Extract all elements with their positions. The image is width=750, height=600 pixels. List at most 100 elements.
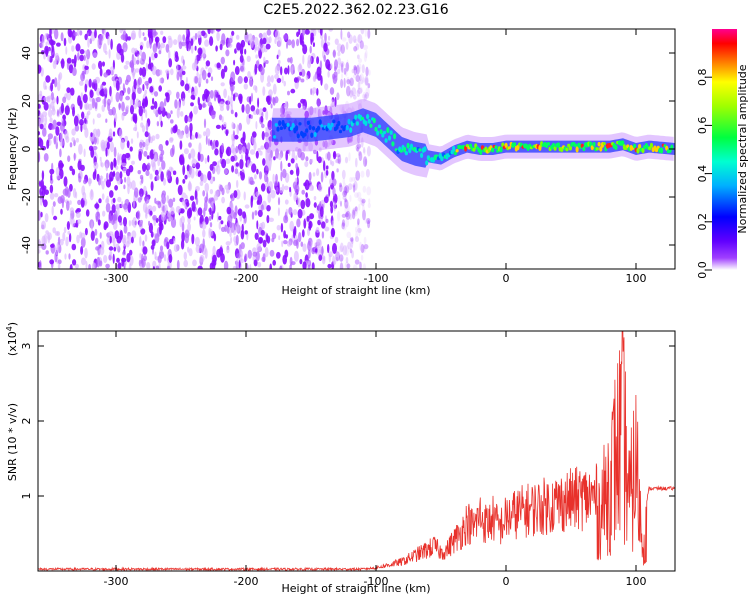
speckle — [310, 32, 314, 38]
speckle — [49, 117, 53, 123]
speckle — [305, 156, 309, 162]
speckle — [135, 68, 140, 73]
speckle — [71, 58, 75, 64]
speckle — [318, 147, 322, 152]
speckle — [51, 40, 56, 46]
speckle — [158, 50, 162, 55]
speckle — [227, 214, 233, 224]
speckle — [346, 76, 350, 83]
speckle — [247, 249, 252, 259]
speckle — [60, 102, 65, 114]
x-tick-label: -300 — [104, 575, 129, 588]
speckle — [351, 87, 357, 97]
speckle — [243, 191, 246, 201]
speckle — [211, 201, 214, 212]
speckle — [320, 38, 324, 48]
speckle — [223, 88, 228, 99]
speckle — [113, 157, 117, 167]
speckle — [149, 37, 152, 49]
speckle — [155, 200, 161, 205]
speckle — [341, 213, 347, 218]
speckle — [355, 226, 358, 233]
speckle — [110, 161, 114, 171]
speckle — [56, 174, 61, 180]
speckle — [357, 54, 360, 60]
speckle — [249, 180, 255, 185]
speckle — [117, 262, 122, 269]
speckle — [194, 45, 197, 51]
speckle — [257, 209, 263, 218]
speckle — [158, 167, 162, 173]
speckle — [123, 265, 126, 269]
speckle — [173, 39, 178, 46]
speckle — [235, 162, 239, 167]
speckle — [279, 187, 283, 194]
speckle — [151, 65, 157, 76]
speckle — [109, 141, 114, 153]
speckle — [352, 207, 356, 215]
speckle — [297, 197, 301, 208]
speckle — [80, 123, 83, 133]
speckle — [83, 148, 86, 158]
speckle — [67, 188, 71, 199]
speckle — [342, 245, 348, 256]
speckle — [295, 162, 299, 170]
speckle — [114, 112, 118, 122]
speckle — [125, 105, 130, 110]
ridge-point — [308, 124, 312, 130]
speckle — [52, 201, 56, 207]
spectrogram-y-label: Frequency (Hz) — [6, 108, 19, 191]
speckle — [312, 42, 315, 47]
speckle — [226, 226, 230, 234]
speckle — [168, 49, 171, 60]
speckle — [266, 235, 271, 244]
speckle — [240, 49, 244, 56]
speckle — [116, 235, 122, 244]
speckle — [287, 65, 290, 75]
speckle — [223, 65, 228, 73]
speckle — [351, 105, 354, 113]
speckle — [315, 226, 320, 234]
speckle — [50, 243, 55, 248]
speckle — [199, 153, 204, 163]
speckle — [341, 169, 346, 180]
speckle — [239, 258, 244, 264]
speckle — [215, 164, 218, 172]
speckle — [337, 51, 341, 57]
speckle — [211, 142, 215, 150]
speckle — [108, 109, 114, 116]
speckle — [235, 34, 240, 40]
speckle — [91, 221, 93, 232]
speckle — [309, 213, 315, 220]
speckle — [213, 92, 217, 102]
speckle — [191, 233, 195, 245]
speckle — [38, 210, 41, 221]
ridge-point — [602, 142, 606, 146]
speckle — [87, 37, 90, 48]
speckle — [289, 56, 293, 64]
speckle — [341, 106, 345, 116]
speckle — [239, 54, 244, 63]
speckle — [355, 144, 361, 151]
speckle — [349, 77, 354, 87]
speckle — [105, 147, 108, 157]
speckle — [105, 163, 108, 172]
speckle — [54, 52, 59, 60]
ridge-point — [507, 146, 512, 150]
speckle — [356, 191, 362, 199]
speckle — [157, 158, 161, 167]
speckle — [145, 122, 149, 132]
speckle — [240, 250, 243, 258]
speckle — [359, 86, 363, 94]
speckle — [168, 254, 173, 263]
speckle — [93, 161, 99, 170]
snr-y-scale: (x104) — [5, 322, 19, 356]
speckle — [88, 78, 92, 88]
speckle — [342, 182, 347, 191]
speckle — [361, 94, 366, 99]
speckle — [155, 133, 160, 140]
ridge-point — [455, 149, 459, 153]
speckle — [265, 60, 269, 64]
speckle — [234, 134, 239, 140]
speckle — [123, 224, 128, 234]
